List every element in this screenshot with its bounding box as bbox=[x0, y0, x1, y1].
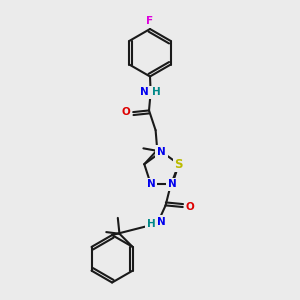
Text: N: N bbox=[146, 179, 155, 189]
Text: F: F bbox=[146, 16, 154, 26]
Text: N: N bbox=[157, 217, 166, 227]
Text: O: O bbox=[186, 202, 194, 212]
Text: N: N bbox=[140, 87, 149, 97]
Text: N: N bbox=[157, 147, 166, 157]
Text: O: O bbox=[122, 107, 130, 117]
Text: S: S bbox=[175, 158, 183, 171]
Text: N: N bbox=[168, 179, 177, 189]
Text: H: H bbox=[147, 218, 156, 229]
Text: N: N bbox=[146, 179, 155, 189]
Text: H: H bbox=[152, 87, 161, 97]
